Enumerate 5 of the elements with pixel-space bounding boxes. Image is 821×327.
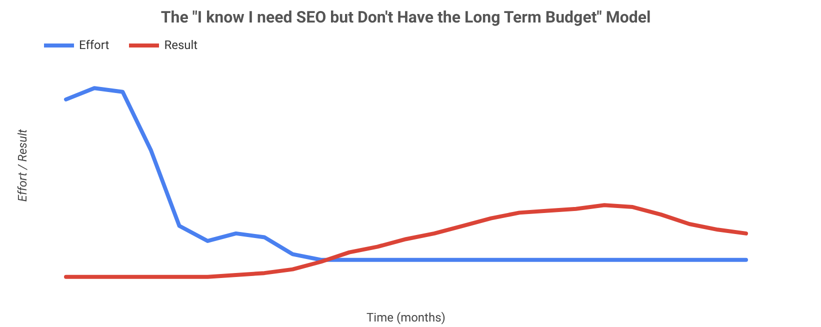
chart-title: The "I know I need SEO but Don't Have the Long Term Budget" Model	[160, 8, 651, 26]
legend-label: Effort	[79, 38, 110, 52]
x-axis-title: Time (months)	[366, 310, 446, 324]
y-axis-title: Effort / Result	[16, 129, 30, 202]
legend-label: Result	[164, 38, 198, 52]
